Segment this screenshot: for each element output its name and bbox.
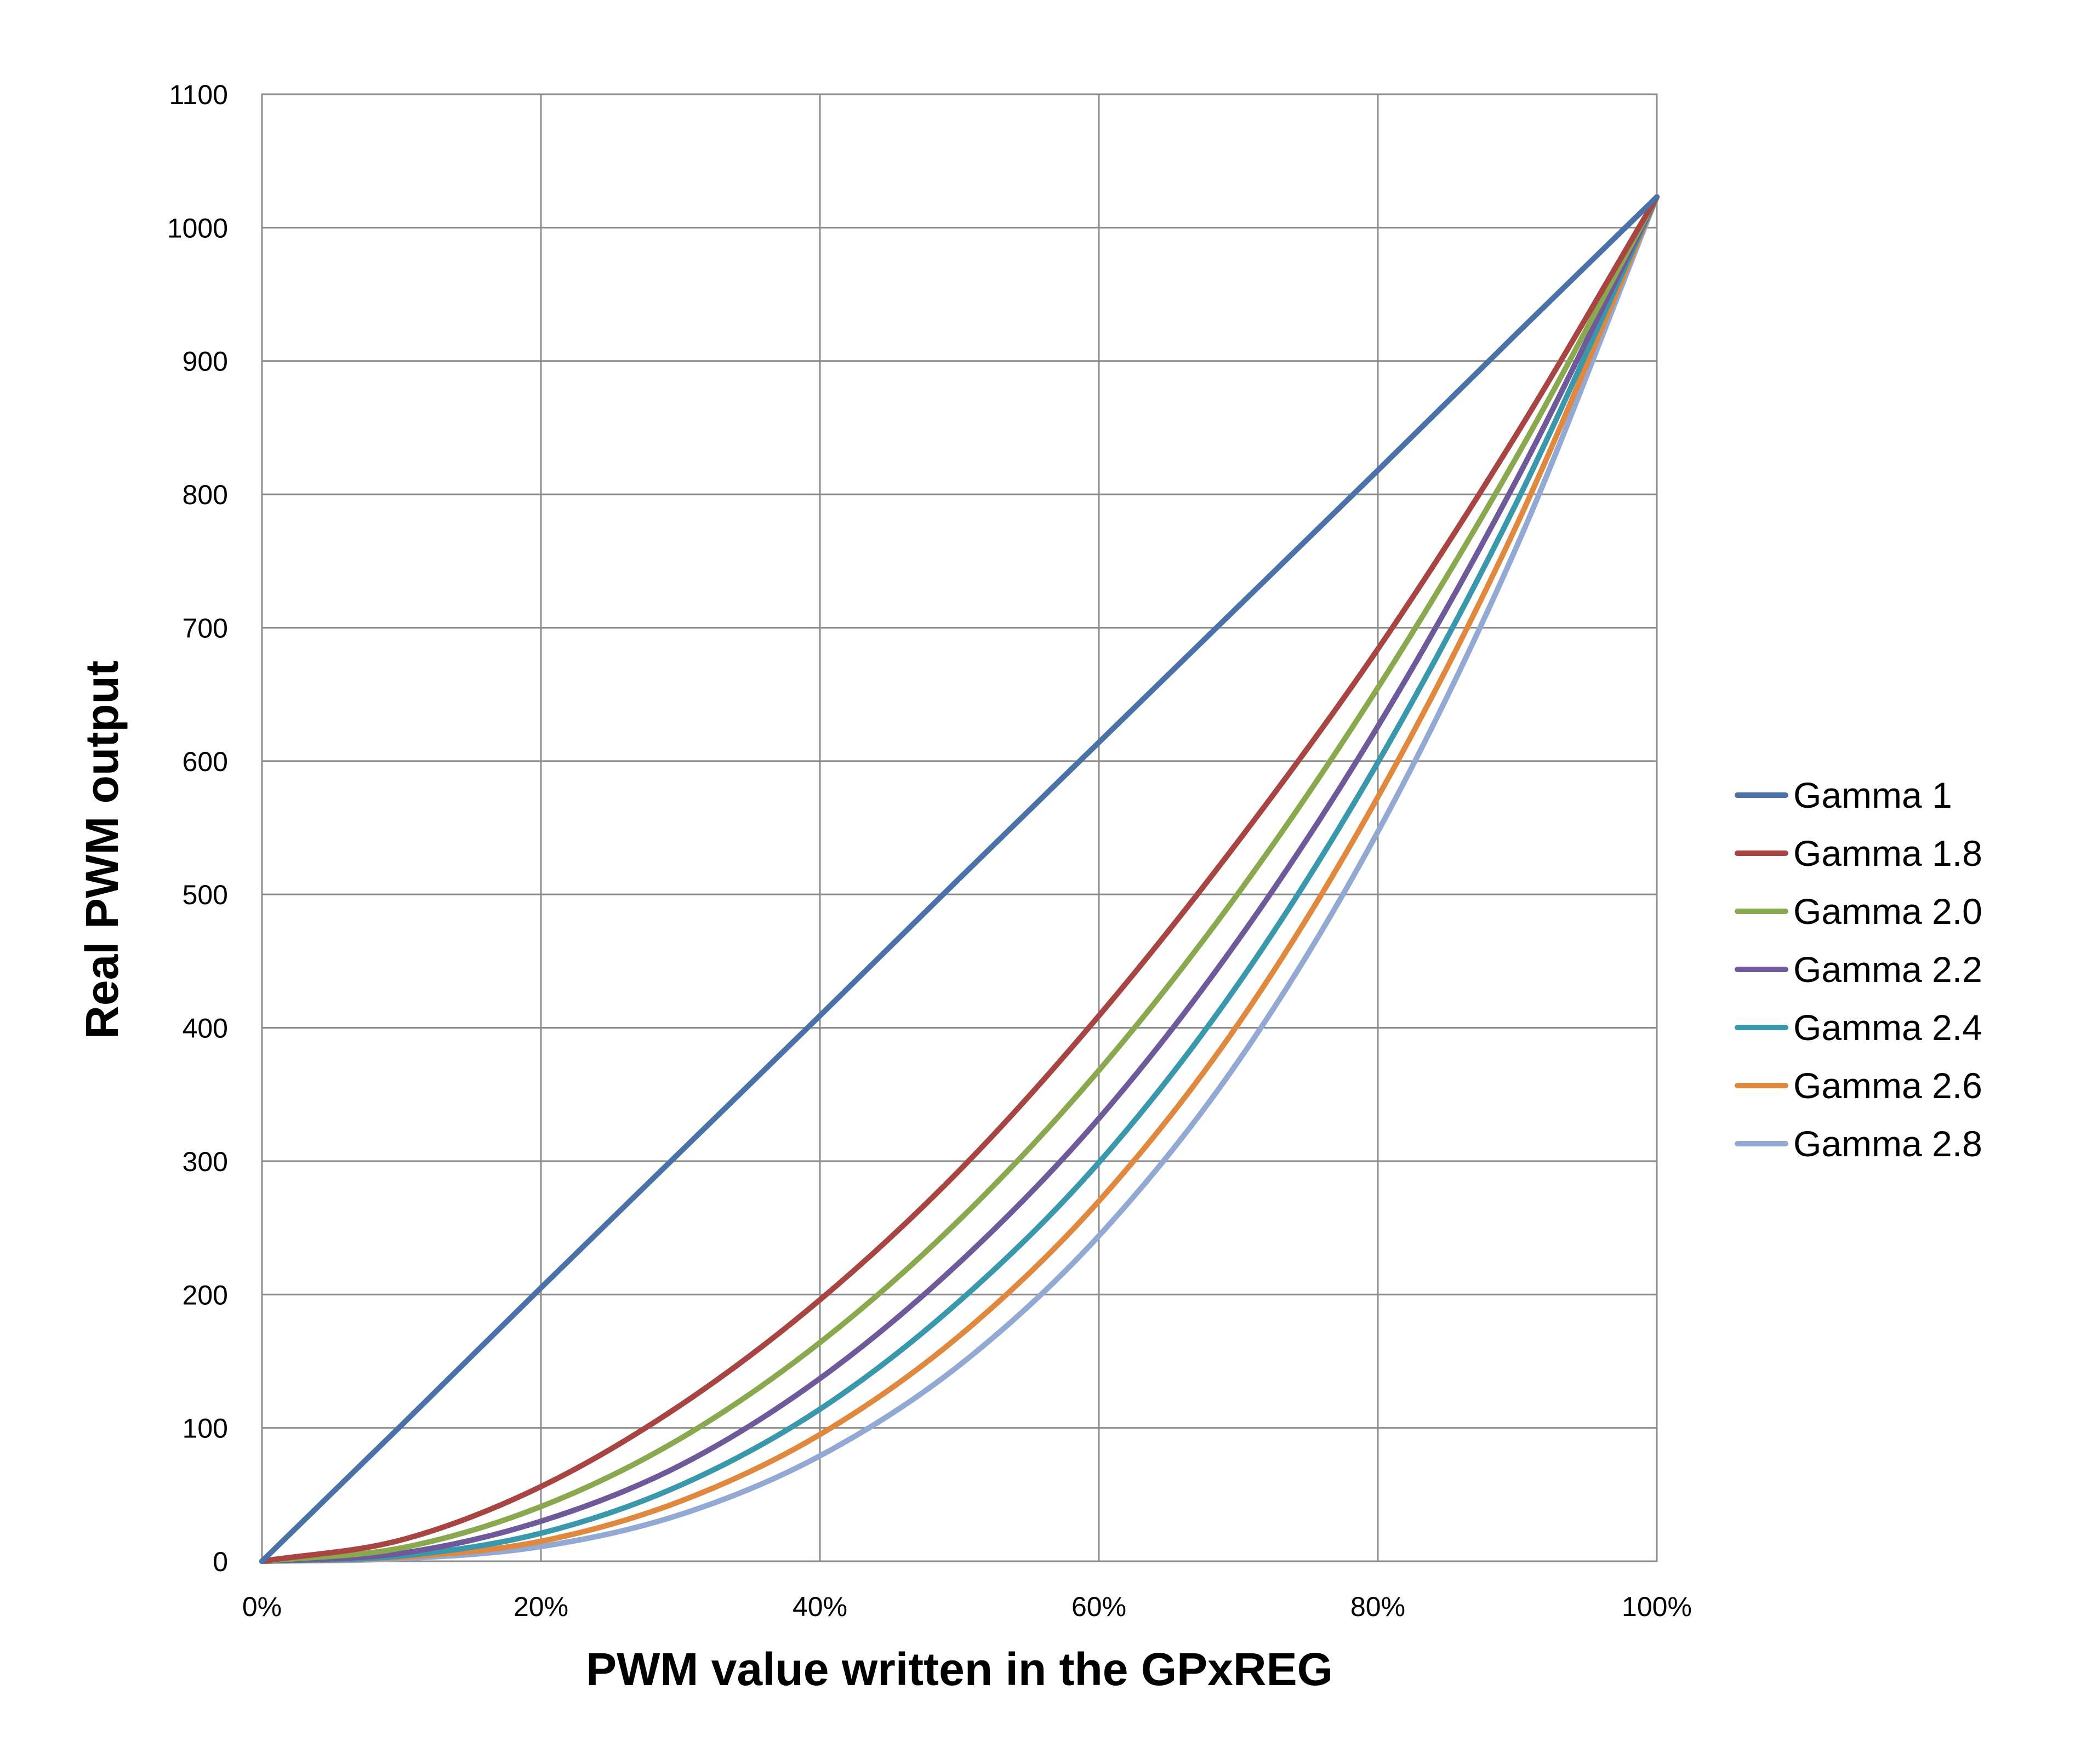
series-line-gamma-2-4 [259,194,1660,1564]
legend-label-gamma-1-8: Gamma 1.8 [1793,833,1982,874]
plot-area-border [261,93,1658,1562]
x-tick-label: 0% [242,1591,282,1622]
y-axis-title: Real PWM output [76,660,128,1039]
x-tick-label: 100% [1622,1591,1692,1622]
legend-label-gamma-2-0: Gamma 2.0 [1793,891,1982,932]
legend-label-gamma-1: Gamma 1 [1793,775,1952,815]
series-line-gamma-2-8 [259,194,1660,1564]
y-tick-label: 400 [183,1013,228,1044]
series-line-gamma-2-6 [259,194,1660,1564]
series-line-gamma-1-8 [259,194,1660,1564]
legend: Gamma 1 Gamma 1.8 Gamma 2.0 Gamma 2.2 Gamma … [1735,775,1982,1164]
y-tick-label: 300 [183,1146,228,1177]
series-line-gamma-2-2 [259,194,1660,1564]
data-series [259,194,1660,1564]
y-tick-label: 1000 [167,213,228,243]
x-tick-label: 80% [1350,1591,1405,1622]
legend-label-gamma-2-6: Gamma 2.6 [1793,1065,1982,1106]
y-tick-label: 700 [183,613,228,643]
y-tick-label: 200 [183,1280,228,1310]
series-line-gamma-1 [259,194,1660,1564]
y-tick-label: 100 [183,1413,228,1444]
y-tick-label: 900 [183,346,228,377]
series-line-gamma-2-0 [259,194,1660,1564]
legend-label-gamma-2-4: Gamma 2.4 [1793,1007,1982,1048]
y-tick-label: 0 [213,1546,228,1577]
x-axis-tick-labels: 0% 20% 40% 60% 80% 100% [242,1591,1692,1622]
x-tick-label: 20% [514,1591,568,1622]
x-tick-label: 40% [793,1591,847,1622]
legend-label-gamma-2-8: Gamma 2.8 [1793,1123,1982,1164]
y-axis-tick-labels: 0 100 200 300 400 500 600 700 800 900 1000 1100 [167,79,228,1577]
y-tick-label: 600 [183,746,228,777]
legend-label-gamma-2-2: Gamma 2.2 [1793,949,1982,990]
x-axis-title: PWM value written in the GPxREG [586,1643,1333,1695]
y-tick-label: 800 [183,479,228,510]
x-tick-label: 60% [1071,1591,1126,1622]
y-tick-label: 500 [183,880,228,910]
y-tick-label: 1100 [169,79,228,110]
